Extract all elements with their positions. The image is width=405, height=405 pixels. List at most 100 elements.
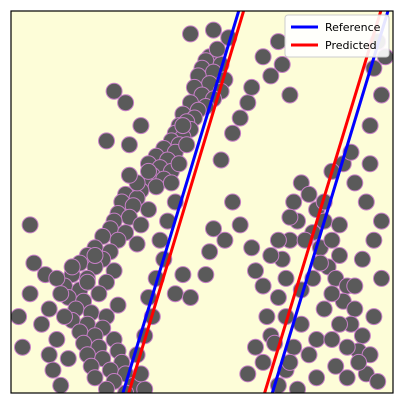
data-point — [308, 331, 326, 348]
data-point — [90, 285, 108, 303]
data-point — [48, 331, 66, 348]
data-point — [331, 216, 348, 234]
data-point — [205, 220, 222, 238]
data-point — [373, 212, 390, 230]
data-point — [182, 25, 199, 43]
data-point — [11, 308, 28, 326]
data-point — [269, 33, 287, 51]
data-point — [331, 247, 348, 264]
data-point — [132, 216, 150, 234]
legend: Reference Predicted — [284, 14, 390, 58]
plot-frame — [10, 10, 394, 394]
data-point — [86, 369, 104, 387]
data-point — [14, 338, 31, 356]
data-point — [33, 315, 51, 333]
data-point — [346, 300, 364, 318]
data-point — [128, 235, 146, 253]
data-point — [151, 231, 169, 249]
data-point — [174, 117, 192, 135]
data-point — [98, 380, 115, 393]
data-point — [52, 285, 70, 303]
data-point — [208, 40, 226, 58]
data-point — [346, 174, 364, 192]
data-point — [48, 269, 66, 287]
data-point — [162, 174, 180, 192]
data-point — [262, 247, 280, 264]
data-point — [25, 254, 43, 272]
data-point — [365, 231, 383, 249]
data-point — [63, 258, 81, 276]
data-point — [132, 117, 150, 135]
data-point — [281, 86, 299, 104]
data-point — [166, 285, 184, 303]
data-point — [365, 308, 383, 326]
data-point — [78, 273, 96, 291]
data-point — [323, 231, 341, 249]
data-point — [59, 350, 77, 368]
data-point — [353, 250, 371, 268]
data-point — [353, 327, 371, 345]
data-point — [205, 21, 222, 39]
data-point — [277, 269, 295, 287]
data-point — [262, 67, 280, 85]
data-point — [224, 193, 242, 211]
data-point — [323, 285, 341, 303]
legend-label-reference: Reference — [325, 21, 381, 34]
data-point — [254, 277, 272, 295]
data-point — [40, 346, 58, 364]
data-point — [357, 193, 375, 211]
data-point — [170, 155, 188, 173]
data-point — [369, 373, 387, 390]
data-point — [338, 338, 356, 356]
data-point — [239, 365, 257, 383]
data-point — [346, 277, 364, 295]
data-point — [247, 338, 264, 356]
data-point — [201, 243, 219, 261]
data-point — [182, 289, 199, 306]
data-point — [254, 48, 272, 66]
data-point — [247, 262, 264, 280]
data-point — [361, 155, 379, 173]
data-point — [308, 369, 326, 387]
data-point — [254, 353, 272, 371]
data-point — [373, 269, 390, 287]
data-point — [40, 300, 58, 318]
data-point — [231, 109, 249, 127]
data-point — [140, 201, 157, 219]
data-point — [109, 296, 127, 314]
series-line-predicted-1 — [127, 11, 246, 393]
data-point — [300, 185, 318, 203]
data-point — [44, 361, 62, 379]
data-point — [120, 166, 138, 184]
data-point — [216, 231, 234, 249]
data-point — [231, 216, 249, 234]
data-point — [120, 136, 138, 154]
lines-layer — [121, 11, 390, 393]
data-point — [239, 94, 257, 112]
data-point — [281, 208, 299, 226]
data-point — [273, 56, 291, 73]
data-point — [350, 353, 368, 371]
data-point — [224, 124, 242, 142]
series-line-reference-1 — [121, 11, 241, 393]
data-point — [285, 193, 303, 211]
data-point — [269, 231, 287, 249]
data-point — [98, 132, 115, 150]
data-point — [243, 239, 261, 257]
data-point — [56, 308, 73, 326]
series-line-reference-2 — [270, 11, 390, 393]
data-point — [373, 86, 390, 104]
data-point — [21, 285, 39, 303]
data-point — [174, 266, 192, 284]
data-point — [269, 289, 287, 306]
data-point — [315, 300, 333, 318]
data-point — [117, 94, 135, 112]
data-point — [140, 162, 157, 180]
data-point — [327, 357, 345, 375]
data-point — [258, 308, 276, 326]
data-point — [197, 266, 215, 284]
data-point — [338, 369, 356, 387]
data-point — [178, 136, 196, 154]
data-point — [105, 82, 123, 100]
